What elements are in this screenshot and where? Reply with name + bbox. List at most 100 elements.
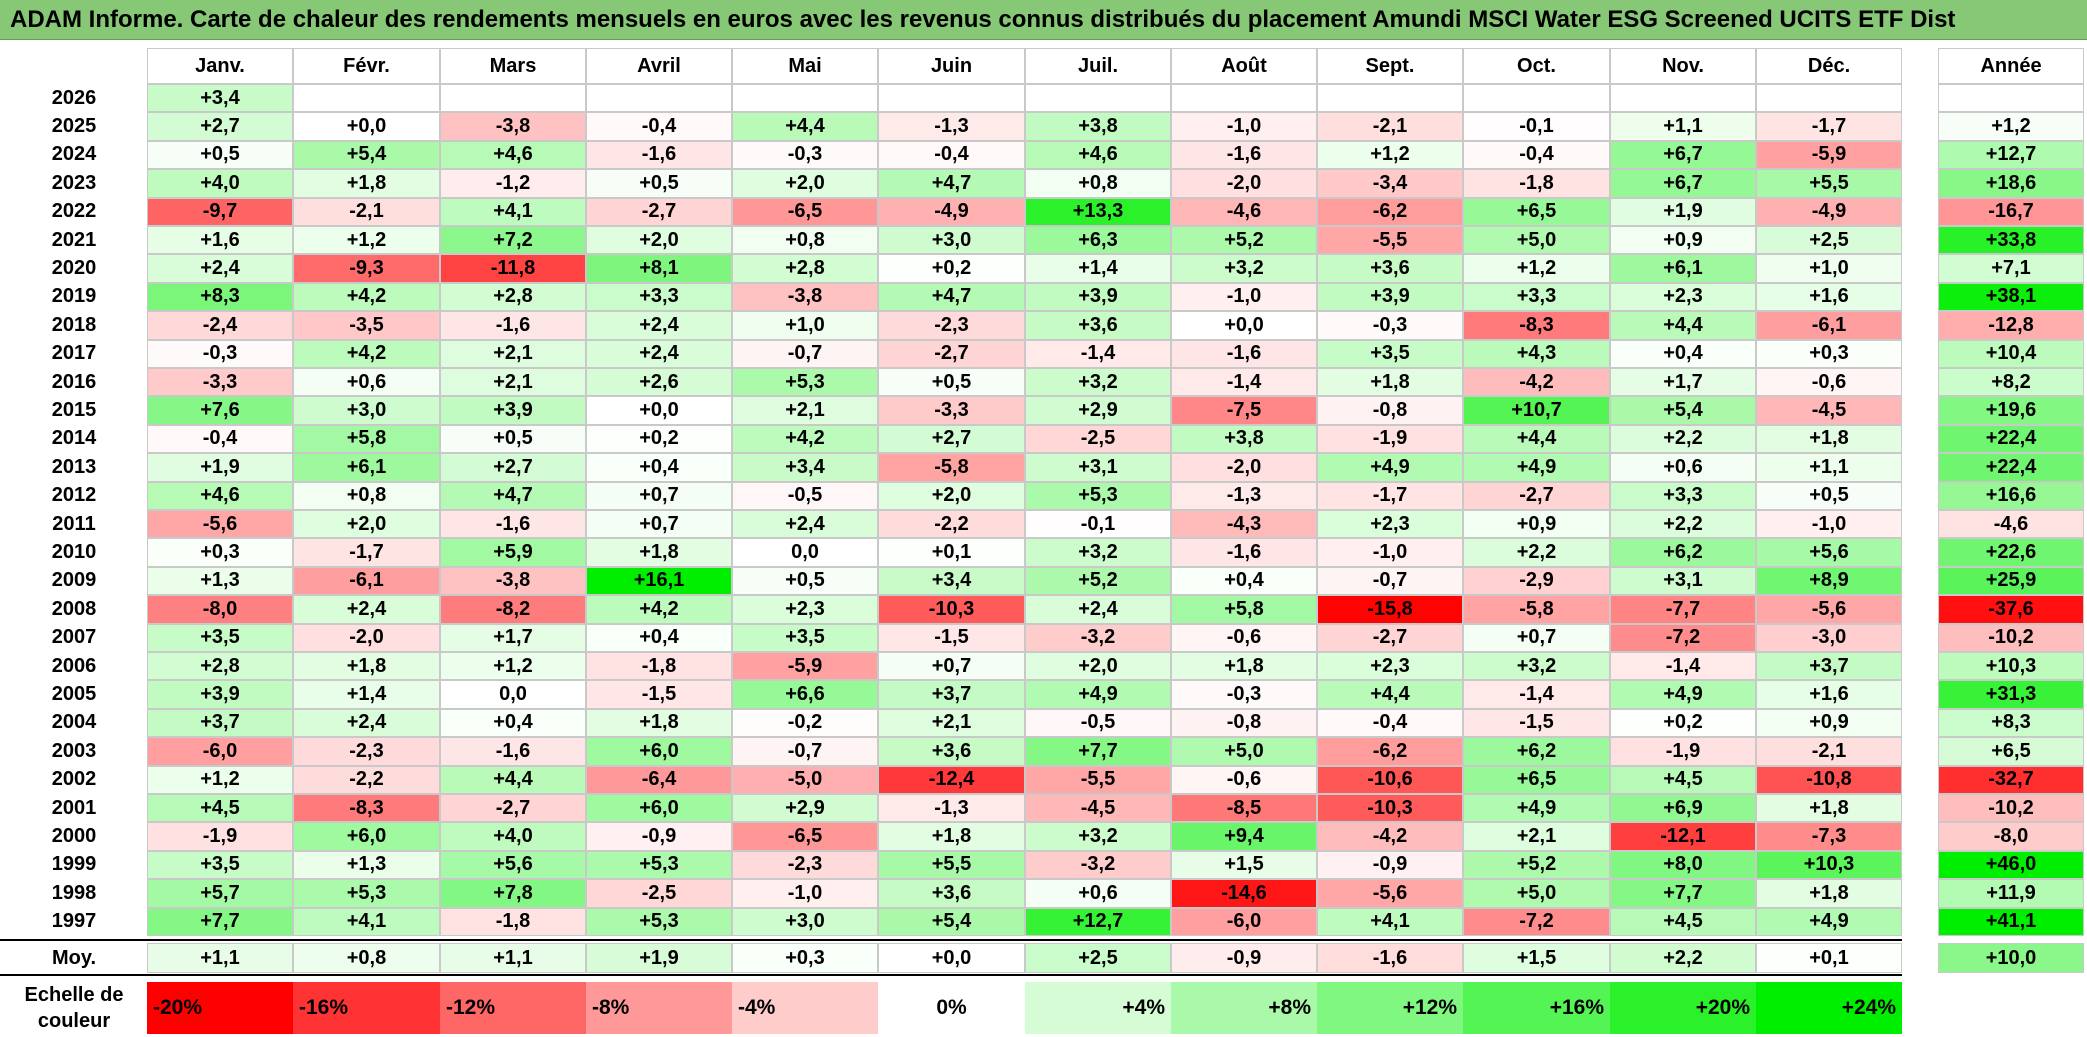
average-cell: +0,1 xyxy=(1756,943,1902,973)
heatmap-cell: +1,2 xyxy=(440,652,586,681)
heatmap-cell: +0,0 xyxy=(586,396,732,425)
heatmap-cell: +10,3 xyxy=(1756,850,1902,880)
heatmap-cell: +0,6 xyxy=(1025,879,1171,908)
heatmap-cell: -6,0 xyxy=(147,737,293,766)
legend-swatch: -8% xyxy=(586,982,732,1034)
heatmap-cell: -2,5 xyxy=(586,879,732,908)
heatmap-cell: -1,4 xyxy=(1025,339,1171,368)
heatmap-cell: +0,0 xyxy=(293,112,440,141)
heatmap-cell: +3,4 xyxy=(147,84,293,113)
heatmap-cell: +7,7 xyxy=(1025,737,1171,766)
heatmap-cell: +6,0 xyxy=(293,822,440,851)
column-header: Oct. xyxy=(1463,48,1610,84)
heatmap-cell: +0,4 xyxy=(1171,566,1317,596)
heatmap-cell: -5,9 xyxy=(732,652,878,681)
heatmap-cell: -1,4 xyxy=(1463,680,1610,709)
heatmap-cell: +3,2 xyxy=(1025,368,1171,397)
heatmap-cell: +3,6 xyxy=(878,737,1025,766)
heatmap-cell: -0,3 xyxy=(1317,311,1463,340)
average-cell: +1,5 xyxy=(1463,943,1610,973)
heatmap-cell: +0,9 xyxy=(1610,226,1756,255)
heatmap-cell: -4,5 xyxy=(1756,396,1902,425)
heatmap-cell: +0,5 xyxy=(732,566,878,596)
heatmap-cell: +3,6 xyxy=(1317,254,1463,283)
row-label-year: 2000 xyxy=(51,825,97,848)
heatmap-cell: +0,7 xyxy=(586,481,732,510)
heatmap-cell: +7,6 xyxy=(147,396,293,425)
heatmap-cell: +1,1 xyxy=(1756,453,1902,482)
row-label-year: 2019 xyxy=(51,285,97,308)
annual-cell: -12,8 xyxy=(1938,311,2084,340)
heatmap-cell: -1,9 xyxy=(1317,424,1463,454)
heatmap-cell: +4,1 xyxy=(440,197,586,226)
heatmap-cell: +3,3 xyxy=(586,282,732,312)
heatmap-cell: +2,1 xyxy=(878,708,1025,738)
heatmap-cell: +2,0 xyxy=(1025,652,1171,681)
heatmap-cell: +4,9 xyxy=(1025,680,1171,709)
column-header: Mai xyxy=(732,48,878,84)
column-header: Nov. xyxy=(1610,48,1756,84)
heatmap-cell: -11,8 xyxy=(440,254,586,283)
heatmap-cell: +4,6 xyxy=(440,140,586,170)
heatmap-cell: -5,6 xyxy=(1756,595,1902,624)
heatmap-cell: +5,2 xyxy=(1171,226,1317,255)
heatmap-cell: +1,0 xyxy=(732,311,878,340)
row-label-year: 2006 xyxy=(51,654,97,677)
heatmap-cell: +0,2 xyxy=(878,254,1025,283)
heatmap-cell: +1,5 xyxy=(1171,850,1317,880)
heatmap-cell: +6,5 xyxy=(1463,197,1610,226)
row-label-year: 2002 xyxy=(51,768,97,791)
heatmap-cell: -7,3 xyxy=(1756,822,1902,851)
annual-cell: +8,2 xyxy=(1938,368,2084,397)
heatmap-cell: -4,2 xyxy=(1317,822,1463,851)
annual-cell: +33,8 xyxy=(1938,226,2084,255)
chart-title: ADAM Informe. Carte de chaleur des rende… xyxy=(0,0,2087,40)
heatmap-cell: -2,1 xyxy=(1317,112,1463,141)
heatmap-cell: -6,4 xyxy=(586,765,732,794)
heatmap-cell: +1,9 xyxy=(147,453,293,482)
heatmap-cell: +2,4 xyxy=(293,595,440,624)
heatmap-cell: +2,2 xyxy=(1610,510,1756,539)
heatmap-cell: -1,9 xyxy=(147,822,293,851)
heatmap-cell: -0,2 xyxy=(732,708,878,738)
heatmap-cell: +3,5 xyxy=(1317,339,1463,368)
heatmap-cell: +5,3 xyxy=(586,850,732,880)
heatmap-cell: +2,4 xyxy=(586,339,732,368)
legend-swatch: +16% xyxy=(1463,982,1610,1034)
row-label-year: 2018 xyxy=(51,313,97,336)
heatmap-cell: -1,0 xyxy=(1317,538,1463,567)
heatmap-cell: +6,3 xyxy=(1025,226,1171,255)
heatmap-cell: +2,7 xyxy=(147,112,293,141)
annual-cell: -37,6 xyxy=(1938,595,2084,624)
heatmap-cell: +3,2 xyxy=(1463,652,1610,681)
heatmap-cell: -2,7 xyxy=(1463,481,1610,510)
heatmap-cell: -2,3 xyxy=(732,850,878,880)
heatmap-cell: +5,5 xyxy=(1756,169,1902,198)
heatmap-cell xyxy=(1025,84,1171,113)
heatmap-cell: +4,2 xyxy=(732,424,878,454)
heatmap-cell: +3,8 xyxy=(1171,424,1317,454)
heatmap-cell: -0,7 xyxy=(1317,566,1463,596)
heatmap-cell: +4,5 xyxy=(1610,765,1756,794)
heatmap-cell: -1,0 xyxy=(1171,112,1317,141)
heatmap-cell: -6,2 xyxy=(1317,197,1463,226)
row-label-year: 2010 xyxy=(51,541,97,564)
heatmap-cell: +5,6 xyxy=(440,850,586,880)
heatmap-cell: -0,6 xyxy=(1171,623,1317,652)
heatmap-cell: -2,7 xyxy=(586,197,732,226)
heatmap-cell: +1,3 xyxy=(147,566,293,596)
row-label-year: 2011 xyxy=(52,512,96,535)
annual-cell: +38,1 xyxy=(1938,282,2084,312)
annual-cell: +16,6 xyxy=(1938,481,2084,510)
heatmap-cell: -1,6 xyxy=(440,510,586,539)
heatmap-cell: +1,8 xyxy=(293,169,440,198)
annual-cell: +19,6 xyxy=(1938,396,2084,425)
row-label-year: 2015 xyxy=(51,399,97,422)
legend-swatch: +12% xyxy=(1317,982,1463,1034)
heatmap-cell: +4,5 xyxy=(147,794,293,823)
heatmap-cell: -0,1 xyxy=(1025,510,1171,539)
heatmap-cell: +7,8 xyxy=(440,879,586,908)
row-label-year: 2022 xyxy=(51,200,97,223)
heatmap-cell: +3,5 xyxy=(147,623,293,652)
row-label-year: 2012 xyxy=(51,484,97,507)
